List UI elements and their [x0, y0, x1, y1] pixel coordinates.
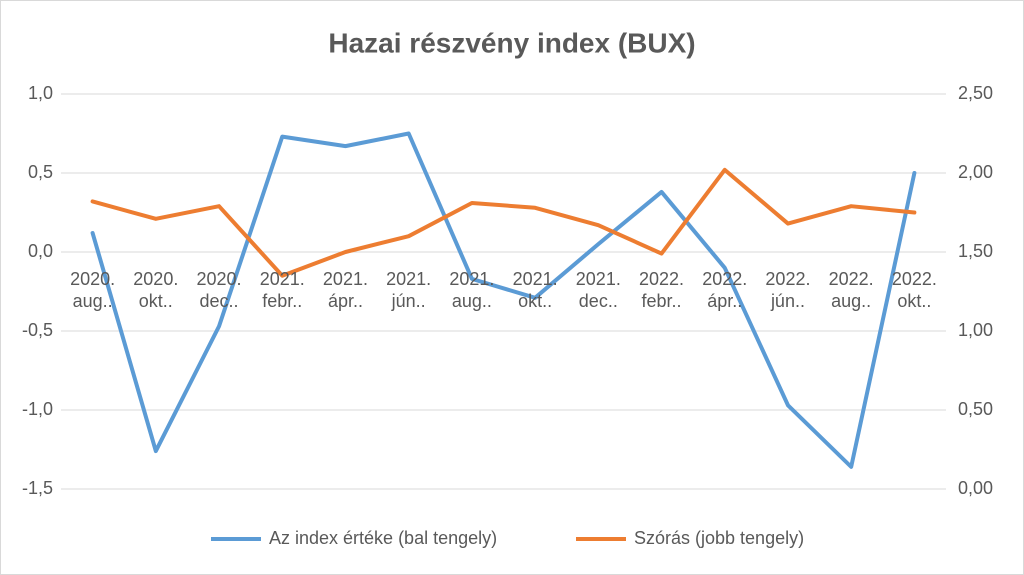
y2-tick-label: 0,00 — [958, 478, 993, 498]
x-tick-label: 2022. aug.. — [828, 269, 874, 311]
x-tick-label: 2022. jún.. — [765, 269, 811, 311]
x-tick-label: 2020. aug.. — [70, 269, 116, 311]
x-tick-label: 2021. jún.. — [386, 269, 432, 311]
y2-tick-label: 1,00 — [958, 320, 993, 340]
series-line — [90, 131, 917, 469]
y2-tick-label: 1,50 — [958, 241, 993, 261]
y-tick-label: 1,0 — [28, 83, 53, 103]
y2-tick-label: 0,50 — [958, 399, 993, 419]
y-tick-label: 0,5 — [28, 162, 53, 182]
x-tick-label: 2022. ápr.. — [702, 269, 748, 311]
x-tick-label: 2021. dec.. — [575, 269, 621, 311]
y-tick-label: -1,5 — [22, 478, 53, 498]
x-tick-label: 2020. okt.. — [133, 269, 179, 311]
y-tick-label: -1,0 — [22, 399, 53, 419]
legend-label: Szórás (jobb tengely) — [634, 528, 804, 548]
chart-title: Hazai részvény index (BUX) — [328, 27, 695, 58]
x-tick-label: 2021. okt.. — [512, 269, 558, 311]
legend-label: Az index értéke (bal tengely) — [269, 528, 497, 548]
x-tick-label: 2021. febr.. — [259, 269, 305, 311]
y2-tick-label: 2,50 — [958, 83, 993, 103]
y-tick-label: -0,5 — [22, 320, 53, 340]
x-tick-label: 2020. dec.. — [196, 269, 242, 311]
y-tick-label: 0,0 — [28, 241, 53, 261]
x-tick-label: 2022. febr.. — [639, 269, 685, 311]
x-tick-label: 2021. ápr.. — [322, 269, 368, 311]
x-tick-label: 2021. aug.. — [449, 269, 495, 311]
x-tick-label: 2022. okt.. — [891, 269, 937, 311]
y2-tick-label: 2,00 — [958, 162, 993, 182]
series-line — [90, 167, 917, 278]
